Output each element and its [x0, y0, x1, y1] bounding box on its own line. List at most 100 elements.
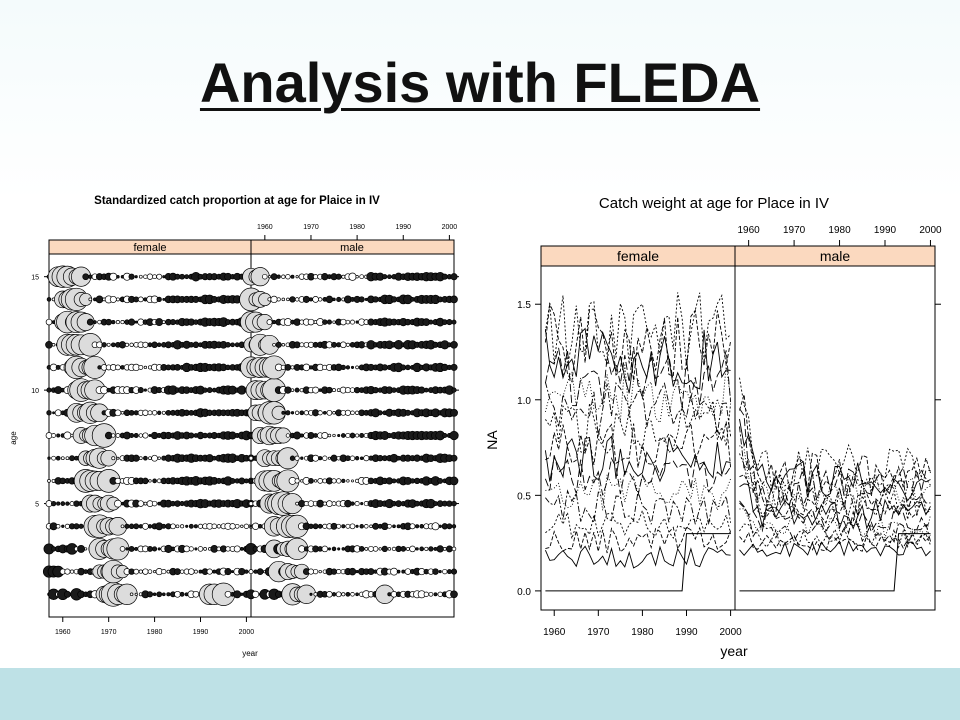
x-tick-label: 1970	[101, 629, 117, 636]
bubble-mark	[256, 568, 264, 575]
y-tick-label: 1.0	[517, 396, 531, 407]
bubble-mark	[229, 523, 236, 530]
bubble-mark	[349, 455, 356, 461]
x-tick-label: 1990	[193, 629, 209, 636]
bubble-mark	[331, 546, 337, 552]
bubble-mark	[346, 479, 350, 483]
x-tick-label: 2000	[719, 627, 742, 638]
bubble-mark	[299, 433, 304, 438]
bubble-mark	[355, 592, 359, 597]
bubble-mark	[451, 500, 457, 507]
bubble-mark	[120, 365, 125, 370]
bubble-mark	[341, 274, 346, 279]
bubble-mark	[52, 411, 56, 415]
bubble-mark	[438, 524, 442, 528]
bubble-mark	[50, 500, 57, 507]
bubble-mark	[317, 410, 323, 416]
bubble-mark	[428, 319, 434, 325]
bubble-mark	[355, 365, 359, 370]
x-tick-label-top: 1960	[257, 224, 273, 231]
bubble-mark	[418, 386, 426, 394]
bubble-mark	[45, 432, 53, 439]
bubble-mark	[451, 319, 457, 325]
bubble-mark	[308, 478, 314, 484]
series-line	[544, 363, 732, 424]
bubble-mark	[251, 522, 260, 530]
bubble-mark	[290, 411, 295, 415]
bubble-mark	[312, 454, 320, 462]
bubble-mark	[341, 478, 346, 484]
bubble-mark	[358, 296, 365, 303]
bubble-mark	[147, 569, 153, 574]
bubble-mark	[249, 524, 253, 528]
bubble-mark	[322, 410, 327, 415]
bubble-mark	[294, 455, 300, 461]
bubble-mark	[335, 591, 342, 598]
bubble-mark	[240, 524, 244, 528]
strip-label-female: female	[617, 248, 659, 264]
bubble-mark	[433, 592, 438, 597]
bubble-mark	[267, 275, 272, 279]
bubble-mark	[281, 297, 286, 302]
bubble-mark	[65, 501, 70, 506]
bubble-mark	[69, 455, 75, 462]
bubble-mark	[248, 455, 254, 461]
bubble-mark	[451, 524, 457, 529]
bubble-mark	[350, 410, 355, 416]
bubble-mark	[387, 547, 392, 551]
bubble-mark	[124, 342, 130, 347]
bubble-mark	[193, 569, 198, 574]
bubble-mark	[73, 523, 80, 530]
bubble-mark	[155, 318, 164, 327]
footer-band	[0, 668, 960, 720]
bubble-mark	[405, 364, 411, 371]
bubble-mark	[276, 274, 281, 279]
bubble-mark	[203, 547, 207, 551]
bubble-mark	[63, 590, 71, 598]
bubble-mark	[449, 476, 459, 486]
bubble-mark	[322, 455, 328, 461]
bubble-mark	[312, 296, 319, 303]
bubble-mark	[161, 320, 166, 324]
bubble-mark	[355, 275, 359, 279]
bubble-mark	[400, 546, 407, 552]
bubble-mark	[326, 500, 333, 507]
bubble-mark	[174, 568, 181, 575]
bubble-mark	[331, 592, 337, 597]
bubble-mark	[419, 546, 425, 552]
series-line	[544, 381, 732, 437]
bubble-mark	[331, 478, 337, 484]
bubble-mark	[405, 546, 410, 551]
bubble-mark	[64, 568, 71, 575]
bubble-mark	[450, 590, 458, 599]
series-line	[739, 445, 931, 511]
bubble-mark	[137, 296, 144, 303]
series-line	[739, 539, 931, 558]
bubble-mark	[161, 410, 166, 415]
bubble-mark	[322, 319, 328, 325]
series-line	[739, 377, 931, 489]
series-line	[545, 400, 732, 454]
bubble-mark	[243, 523, 250, 529]
bubble-mark	[156, 342, 162, 348]
bubble-mark	[285, 410, 291, 416]
bubble-mark	[142, 341, 149, 348]
bubble-mark	[302, 295, 310, 303]
bubble-mark	[307, 568, 315, 575]
bubble-mark	[401, 569, 406, 574]
plot-frame	[540, 245, 936, 611]
bubble-mark	[377, 410, 383, 416]
bubble-mark	[115, 364, 121, 371]
bubble-mark	[285, 433, 291, 438]
bubble-mark	[348, 272, 357, 281]
y-tick-label: 5	[35, 502, 39, 509]
bubble-mark	[157, 547, 161, 551]
bubble-mark	[442, 432, 448, 439]
bubble-mark	[285, 274, 291, 280]
bubble-mark	[302, 363, 311, 372]
bubble-mark	[95, 295, 104, 304]
bubble-mark	[93, 320, 97, 324]
bubble-mark	[294, 387, 300, 393]
y-axis-label: age	[9, 431, 18, 445]
bubble-mark	[450, 273, 458, 281]
